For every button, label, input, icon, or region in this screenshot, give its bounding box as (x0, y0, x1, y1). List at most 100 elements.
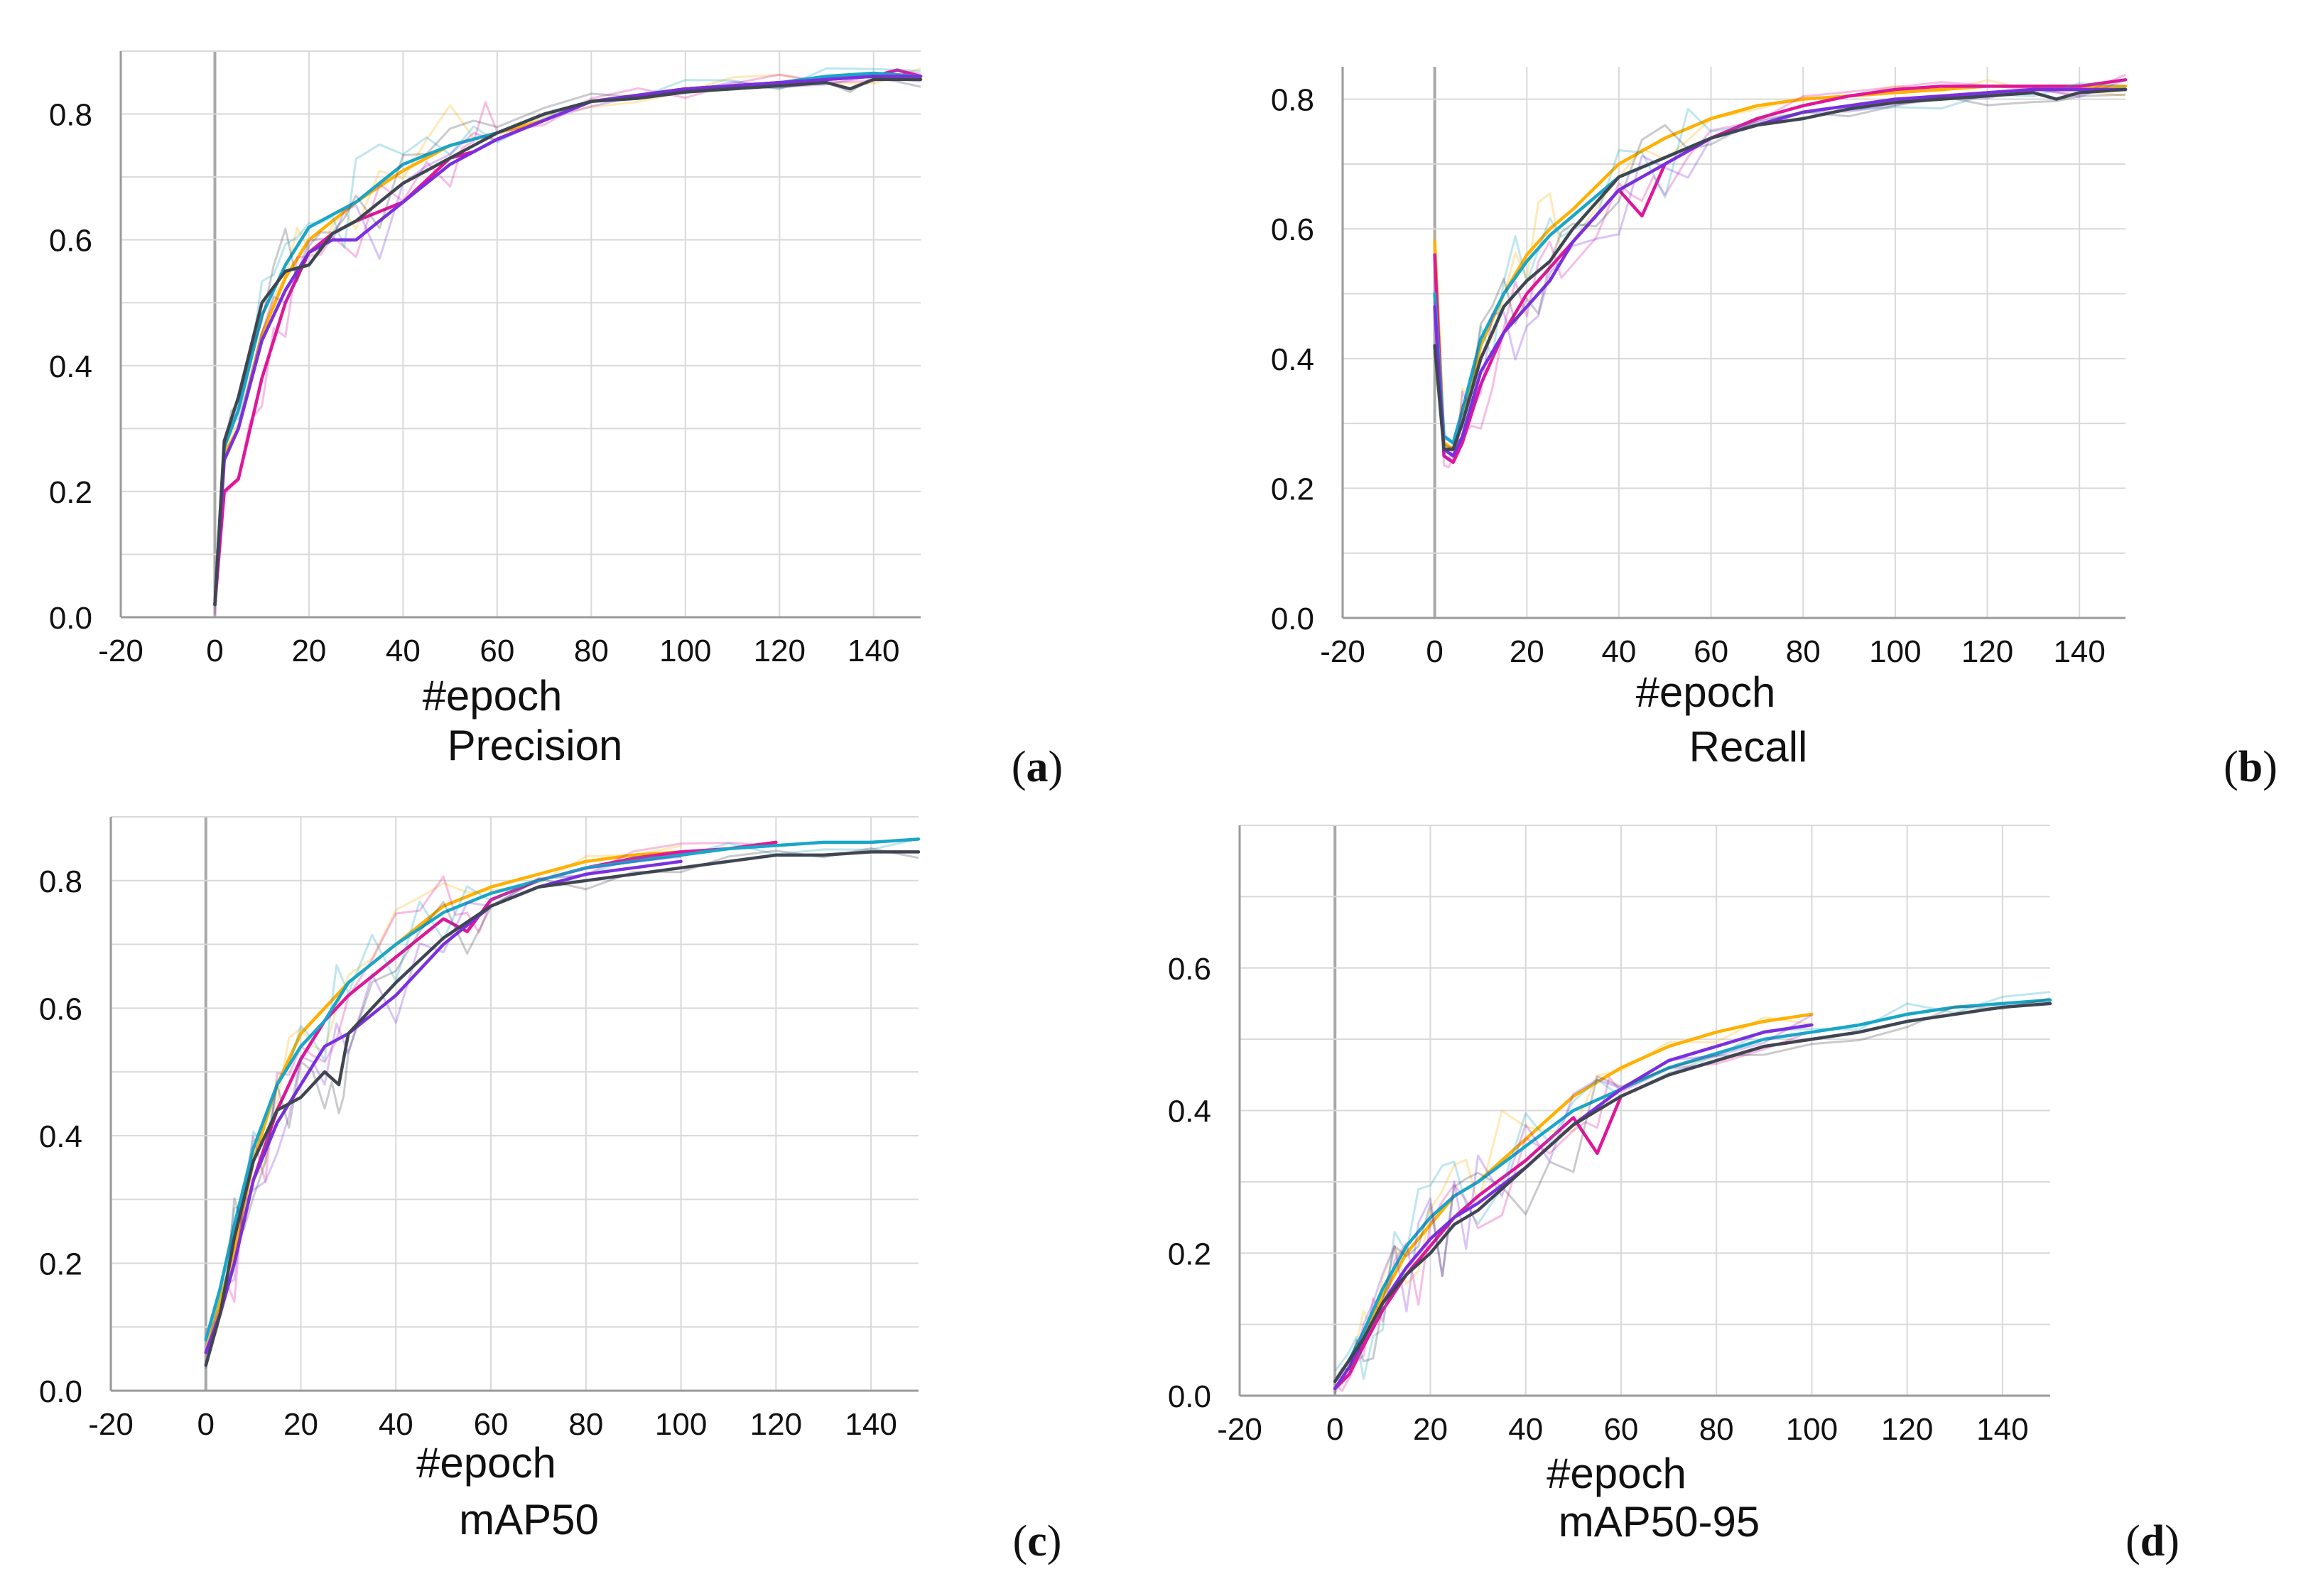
x-tick-label: 100 (659, 634, 711, 668)
y-tick-label: 0.6 (1271, 212, 1314, 247)
x-tick-label: 0 (197, 1407, 215, 1442)
series-gray-raw-line (1333, 997, 2051, 1381)
series-cyan-raw-line (214, 67, 921, 609)
y-tick-label: 0.2 (1271, 472, 1314, 506)
x-tick-label: 80 (1699, 1412, 1734, 1447)
series-orange-raw-line (214, 67, 921, 601)
series-purple-line (1433, 87, 2128, 458)
y-tick-label: 0.2 (39, 1247, 82, 1281)
series-gray-line (204, 850, 921, 1367)
series-gray-line (1333, 1001, 2052, 1384)
chart-title: mAP50 (459, 1496, 599, 1543)
x-tick-label: 120 (754, 634, 806, 668)
x-tick-label: 20 (291, 634, 326, 668)
x-tick-label: 0 (206, 634, 223, 668)
x-tick-label: -20 (1217, 1412, 1262, 1447)
y-tick-label: 0.0 (49, 601, 92, 636)
x-tick-label: 120 (1961, 634, 2013, 669)
panel-letter: (a) (1012, 743, 1063, 791)
series-magenta-line (1433, 78, 2128, 465)
chart-title: Precision (448, 722, 623, 769)
y-tick-label: 0.8 (49, 98, 92, 133)
x-tick-label: -20 (98, 634, 143, 668)
x-tick-label: 60 (474, 1407, 509, 1442)
x-tick-label: 40 (386, 634, 421, 668)
y-tick-label: 0.6 (49, 224, 92, 259)
x-tick-label: 80 (568, 1407, 603, 1442)
series-orange-line (1333, 1012, 1814, 1391)
series-orange-raw-line (205, 845, 681, 1359)
chart-panel-precision: 0.0 0.2 0.4 0.6 0.8 -20 0 20 40 60 80 100 120 140 #epo… (49, 50, 1063, 791)
series-magenta-raw-line (214, 69, 921, 614)
x-axis-label: #epoch (416, 1439, 556, 1487)
x-tick-label: 60 (480, 634, 514, 668)
chart-panel-recall: 0.0 0.2 0.4 0.6 0.8 -20 0 20 40 60 80 100 120 140 #epo… (1271, 67, 2278, 791)
x-tick-label: 140 (2053, 634, 2105, 669)
x-tick-label: 40 (1508, 1412, 1543, 1447)
x-axis-label: #epoch (1547, 1450, 1686, 1497)
x-tick-label: 100 (1869, 634, 1921, 669)
series-purple-line (213, 75, 923, 607)
x-tick-label: 120 (750, 1407, 802, 1442)
series-orange-line (213, 75, 923, 607)
x-tick-label: 140 (847, 634, 899, 668)
y-tick-label: 0.4 (49, 349, 92, 384)
y-tick-label: 0.0 (39, 1374, 82, 1409)
series-cyan-line (204, 837, 921, 1342)
x-tick-label: 40 (1601, 634, 1636, 669)
series-purple-raw-line (1333, 1014, 1813, 1394)
series-gray-raw-line (214, 75, 921, 599)
x-tick-label: 140 (1976, 1412, 2028, 1447)
x-tick-label: 0 (1426, 634, 1443, 669)
y-tick-label: 0.4 (1271, 342, 1314, 377)
x-tick-label: 40 (379, 1407, 413, 1442)
x-axis-label: #epoch (423, 672, 563, 720)
x-tick-label: 60 (1694, 634, 1728, 669)
y-tick-label: 0.4 (1168, 1095, 1211, 1129)
x-tick-label: 60 (1603, 1412, 1638, 1447)
y-tick-label: 0.0 (1168, 1379, 1211, 1414)
x-tick-label: 120 (1881, 1412, 1933, 1447)
x-tick-label: 20 (1510, 634, 1544, 669)
series-purple-line (1333, 1023, 1814, 1391)
y-tick-label: 0.4 (39, 1119, 82, 1154)
x-tick-label: 20 (283, 1407, 318, 1442)
series-orange-raw-line (1334, 1016, 1812, 1391)
y-tick-label: 0.8 (39, 864, 82, 899)
x-tick-label: 100 (1786, 1412, 1838, 1447)
series-gray-line (213, 77, 923, 607)
series-purple-raw-line (214, 75, 921, 604)
series-cyan-line (213, 71, 923, 607)
series-orange-raw-line (1434, 79, 2126, 458)
chart-panel-map50: 0.0 0.2 0.4 0.6 0.8 -20 0 20 40 60 80 100 120 140 #epo… (39, 816, 1062, 1565)
y-tick-label: 0.2 (1168, 1237, 1211, 1271)
chart-title: Recall (1689, 723, 1808, 771)
panel-letter: (b) (2224, 743, 2278, 791)
series-magenta-raw-line (1334, 1030, 1812, 1392)
panel-letter: (d) (2125, 1517, 2179, 1565)
x-tick-label: 20 (1413, 1412, 1448, 1447)
x-tick-label: 100 (655, 1407, 707, 1442)
panel-letter: (c) (1013, 1517, 1062, 1565)
y-tick-label: 0.0 (1271, 602, 1314, 636)
x-tick-label: -20 (1320, 634, 1365, 669)
series-orange-line (1433, 85, 2128, 451)
y-tick-label: 0.6 (39, 992, 82, 1026)
y-tick-label: 0.8 (1271, 83, 1314, 118)
x-tick-label: 0 (1326, 1412, 1343, 1447)
series-cyan-raw-line (1334, 991, 2051, 1380)
x-tick-label: 80 (1786, 634, 1821, 669)
chart-title: mAP50-95 (1559, 1498, 1760, 1546)
x-tick-label: 80 (574, 634, 609, 668)
series-magenta-line (1333, 1037, 1814, 1391)
x-tick-label: -20 (88, 1407, 134, 1442)
series-gray-line (1433, 87, 2128, 451)
series-magenta-line (213, 68, 923, 607)
x-tick-label: 140 (845, 1407, 897, 1442)
series-cyan-line (1333, 998, 2052, 1384)
chart-panel-map50-95: 0.0 0.2 0.4 0.6 -20 0 20 40 60 80 100 120 140 #epochm… (1168, 825, 2179, 1565)
series-gray-raw-line (205, 847, 919, 1369)
y-tick-label: 0.2 (49, 475, 92, 510)
y-tick-label: 0.6 (1168, 952, 1211, 987)
